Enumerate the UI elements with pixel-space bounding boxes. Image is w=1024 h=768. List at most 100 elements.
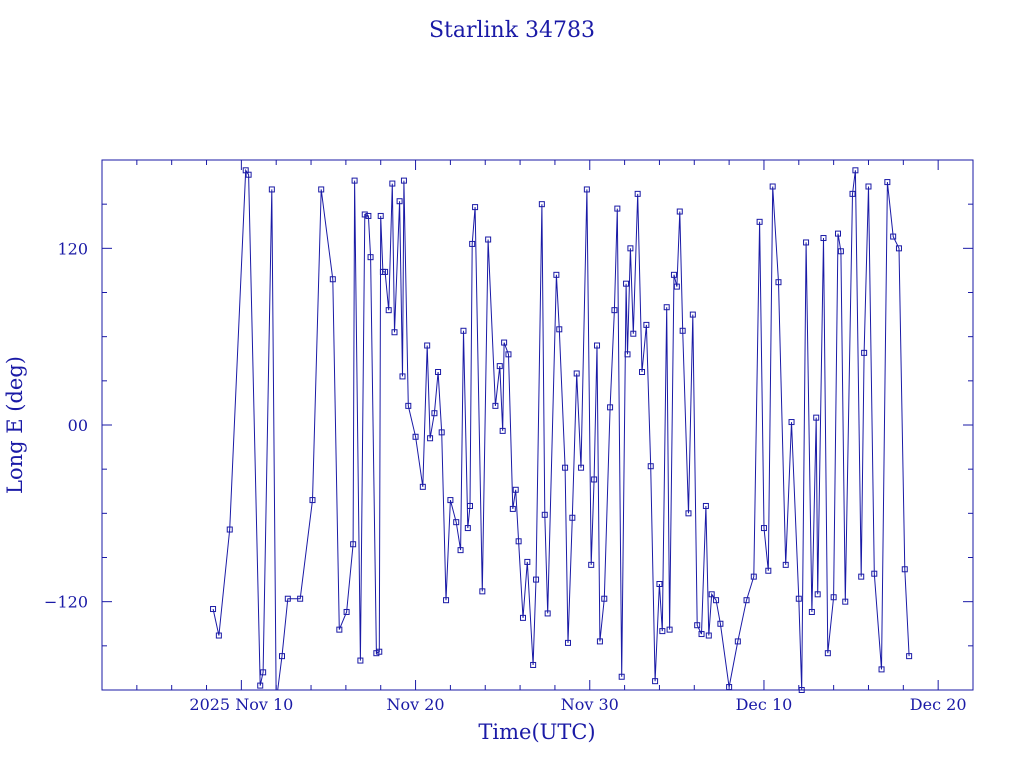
x-tick-label: Nov 20 (386, 695, 444, 714)
data-point (382, 268, 389, 275)
y-tick-label: 120 (57, 239, 88, 258)
data-point (469, 240, 476, 247)
data-point (544, 610, 551, 617)
data-point (297, 595, 304, 602)
data-point (357, 657, 364, 664)
data-point (634, 190, 641, 197)
data-point (798, 687, 805, 693)
x-axis-label: Time(UTC) (478, 720, 595, 744)
data-point (515, 538, 522, 545)
data-point (824, 650, 831, 657)
data-point (813, 414, 820, 421)
data-point (400, 177, 407, 184)
data-point (424, 342, 431, 349)
data-point (405, 402, 412, 409)
data-point (226, 526, 233, 533)
y-tick-label: −120 (44, 593, 88, 612)
data-point (427, 435, 434, 442)
y-axis-label: Long E (deg) (3, 356, 27, 494)
data-point (713, 597, 720, 604)
data-point (361, 211, 368, 218)
x-tick-label: 2025 Nov 10 (189, 695, 293, 714)
data-point (717, 620, 724, 627)
data-point (501, 339, 508, 346)
data-point (215, 632, 222, 639)
data-point (679, 327, 686, 334)
data-point (435, 369, 442, 375)
data-point (830, 594, 837, 601)
data-point (479, 588, 486, 595)
data-point (396, 198, 403, 205)
y-tick-label: 00 (68, 416, 88, 435)
x-tick-label: Nov 30 (561, 695, 619, 714)
data-point (336, 626, 343, 633)
data-point (391, 329, 398, 336)
data-point (556, 326, 563, 333)
data-point (377, 212, 384, 219)
data-point (601, 595, 608, 602)
data-point (583, 186, 590, 193)
data-point (852, 167, 859, 174)
data-point (618, 673, 625, 680)
data-point (890, 233, 897, 240)
data-point (782, 561, 789, 568)
plot-frame (101, 159, 974, 691)
data-point (627, 245, 634, 252)
data-point (775, 279, 782, 286)
data-point (419, 483, 426, 490)
data-point (849, 190, 856, 197)
data-point (906, 653, 913, 660)
data-point (453, 519, 460, 526)
data-point (705, 632, 712, 639)
data-point (814, 591, 821, 598)
data-point (795, 595, 802, 602)
data-point (858, 573, 865, 580)
data-point (865, 183, 872, 190)
data-point (279, 653, 286, 660)
data-point (367, 254, 374, 261)
data-point (443, 597, 450, 604)
data-point (694, 622, 701, 629)
data-point (702, 502, 709, 509)
data-point (343, 608, 350, 615)
data-point (588, 561, 595, 568)
data-point (663, 304, 670, 311)
data-point (519, 614, 526, 621)
data-point (666, 626, 673, 633)
data-point (485, 236, 492, 243)
data-point (530, 661, 537, 668)
data-point (457, 547, 464, 554)
data-point (594, 342, 601, 349)
data-point (309, 497, 316, 504)
data-point (647, 463, 654, 470)
data-point (685, 510, 692, 517)
data-point (673, 283, 680, 290)
data-point (698, 631, 705, 638)
data-point (512, 486, 519, 493)
data-point (541, 511, 548, 518)
data-point (260, 669, 267, 676)
data-point (750, 573, 757, 580)
data-point (399, 373, 406, 380)
data-point (509, 505, 516, 512)
data-point (611, 307, 618, 314)
data-point (460, 327, 467, 334)
data-point (492, 402, 499, 409)
data-point (614, 205, 621, 212)
data-point (596, 638, 603, 645)
data-point (652, 678, 659, 685)
data-point (670, 271, 677, 278)
data-point (760, 525, 767, 532)
data-point (524, 558, 531, 565)
data-point (659, 628, 666, 635)
chart-title: Starlink 34783 (429, 18, 595, 43)
data-point (743, 597, 750, 604)
data-point (318, 186, 325, 193)
data-point (643, 321, 650, 328)
data-point (803, 239, 810, 246)
data-point (591, 476, 598, 483)
x-tick-label: Dec 10 (736, 695, 793, 714)
plot-area: −120 00 120 2025 Nov 10 Nov 20 Nov 30 Dec 10 De… (44, 159, 974, 714)
data-point (447, 497, 454, 504)
